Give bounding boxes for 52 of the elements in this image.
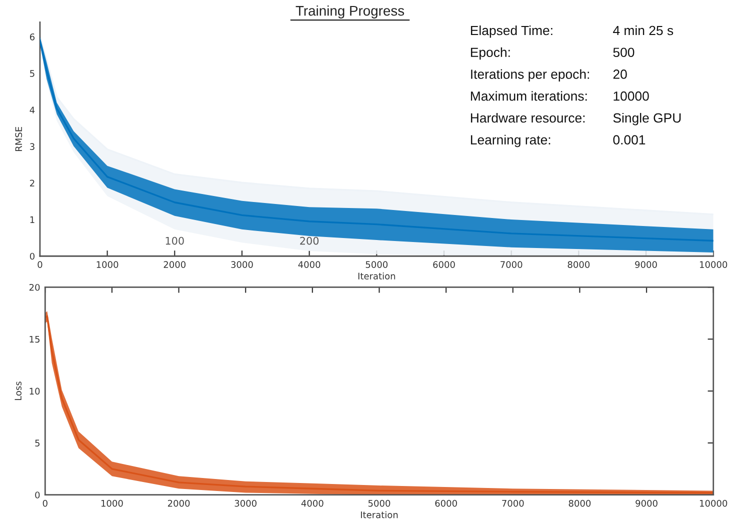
y-tick-label: 4	[30, 106, 35, 114]
y-tick-label: 0	[30, 252, 34, 260]
x2-tick-label: 200	[300, 236, 319, 245]
y-tick-label: 5	[30, 70, 34, 77]
y-tick-label: 15	[30, 336, 40, 343]
annotation: 10000	[614, 91, 649, 101]
x-axis-title: Iteration	[358, 272, 396, 280]
x-tick-label: 8000	[568, 500, 591, 507]
x-tick-label: 4000	[301, 500, 324, 507]
y-tick-label: 2	[30, 180, 34, 186]
chart-title: Training Progress	[296, 6, 404, 18]
annotation: Elapsed Time:	[470, 25, 552, 38]
y-tick-label: 6	[30, 33, 35, 40]
x-tick-label: 9000	[635, 261, 657, 268]
x-tick-label: 10000	[700, 261, 728, 268]
y-tick-label: 10	[30, 388, 40, 395]
x-tick-label: 7000	[502, 500, 524, 507]
x-tick-label: 0	[42, 500, 48, 507]
x-tick-label: 5000	[368, 500, 390, 507]
annotation: Hardware resource:	[470, 112, 585, 123]
x-tick-label: 1000	[96, 261, 118, 268]
x-tick-label: 5000	[366, 261, 388, 268]
x-tick-label: 2000	[164, 261, 186, 268]
x-tick-label: 2000	[168, 500, 190, 507]
x-tick-label: 8000	[568, 261, 590, 268]
x-tick-label: 3000	[234, 500, 256, 507]
x-tick-label: 7000	[500, 261, 522, 268]
y-axis-title: RMSE	[15, 126, 22, 151]
x-tick-label: 6000	[433, 261, 455, 268]
y-tick-label: 20	[29, 284, 40, 291]
x-tick-label: 4000	[298, 261, 320, 268]
x2-tick-label: 100	[166, 236, 184, 245]
annotation: Single GPU	[613, 112, 681, 126]
y-tick-label: 3	[30, 143, 34, 150]
annotation: Maximum iterations:	[470, 91, 587, 101]
annotation: Epoch:	[470, 47, 510, 60]
x-tick-label: 3000	[231, 261, 253, 268]
x-tick-label: 1000	[101, 500, 123, 507]
annotation: Iterations per epoch:	[471, 69, 589, 82]
x-axis-title: Iteration	[360, 511, 398, 518]
y-tick-label: 5	[35, 440, 40, 446]
annotation: 0.001	[613, 135, 646, 145]
y-axis-title: Loss	[14, 382, 22, 400]
annotation: 20	[613, 70, 627, 79]
x-tick-label: 9000	[636, 500, 658, 507]
annotation: 4 min 25 s	[613, 25, 674, 36]
y-tick-label: 0	[35, 492, 40, 498]
y-tick-label: 1	[30, 216, 34, 223]
x-tick-label: 6000	[435, 500, 457, 507]
annotation: Learning rate:	[470, 134, 550, 148]
annotation: 500	[613, 48, 634, 58]
x-tick-label: 10000	[700, 500, 728, 507]
